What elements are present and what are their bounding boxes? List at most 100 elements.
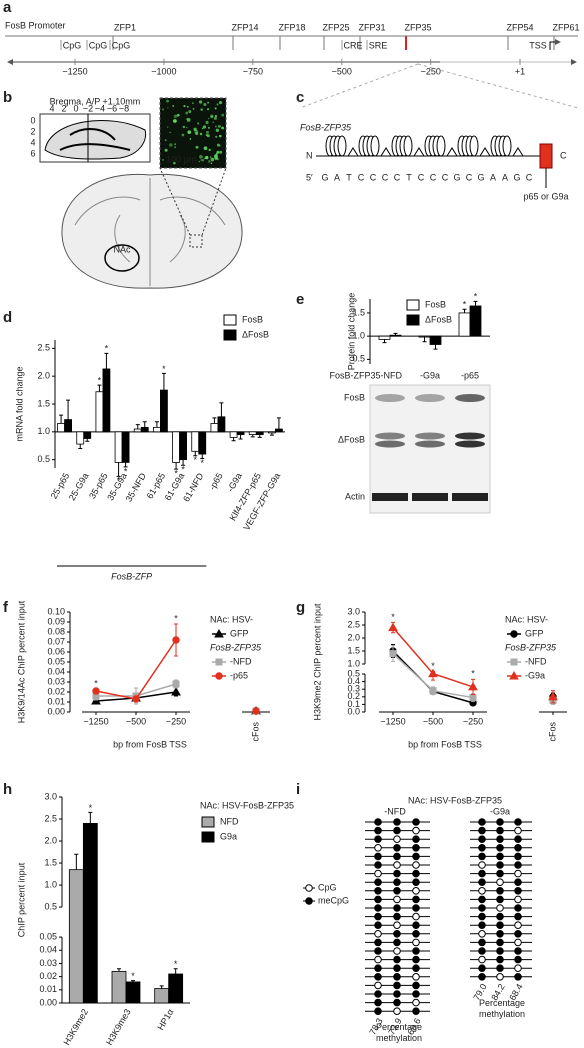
- cpg-site: [374, 981, 382, 990]
- cpg-site: [496, 904, 504, 912]
- cpg-site: [393, 895, 401, 904]
- cpg-site: [374, 895, 382, 904]
- cell: [210, 162, 213, 165]
- significance-marker: *: [94, 678, 98, 688]
- error-bar: [117, 968, 121, 972]
- ml-tick: 4: [49, 103, 54, 113]
- significance-marker: *: [474, 292, 478, 302]
- data-point: [172, 680, 180, 688]
- coronal-detail: [74, 178, 226, 286]
- y-tick-label: 0.5: [37, 454, 50, 464]
- cell: [169, 143, 173, 147]
- cpg-site: [478, 887, 486, 895]
- error-bar: [59, 414, 64, 424]
- y-tick-label: 0.0: [347, 706, 360, 716]
- significance-marker: *: [431, 661, 435, 671]
- legend-swatch: [406, 314, 420, 326]
- y-axis-label: ChIP percent input: [16, 862, 26, 937]
- cell: [162, 158, 164, 161]
- cpg-site: [514, 887, 522, 895]
- cpg-site: [412, 955, 420, 964]
- cell: [203, 146, 207, 150]
- promoter-element: CpG: [112, 40, 131, 50]
- bar: [418, 335, 431, 338]
- significance-marker: *: [463, 300, 467, 310]
- bar: [153, 426, 161, 433]
- significance-marker: *: [89, 803, 93, 813]
- data-point: [171, 686, 181, 696]
- cell: [205, 130, 209, 134]
- base: C: [466, 172, 473, 182]
- band: [455, 432, 485, 440]
- x-tick-label: −250: [463, 716, 483, 726]
- band: [455, 394, 485, 402]
- cpg-site: [496, 861, 504, 869]
- error-bar: [159, 985, 164, 989]
- cpg-site: [478, 852, 486, 861]
- cpg-site: [514, 964, 522, 973]
- error-bar: [154, 421, 159, 428]
- y-tick-label: 0.04: [39, 945, 57, 955]
- cell: [214, 107, 217, 110]
- legend-label: ΔFosB: [425, 314, 452, 324]
- cell: [173, 119, 177, 123]
- band: [415, 432, 445, 440]
- error-bar: [433, 344, 438, 350]
- data-point: [469, 694, 477, 702]
- zoom-line: [299, 63, 579, 109]
- y-tick-label: 0.05: [47, 656, 65, 666]
- x-tick-label: H3K9me2: [61, 1007, 90, 1047]
- error-bar: [173, 968, 178, 974]
- error-bar: [276, 417, 281, 430]
- cpg-site: [412, 904, 420, 912]
- n-terminus: N: [306, 150, 313, 160]
- y-axis-label: H3K9me2 ChIP percent input: [312, 603, 322, 720]
- x-tick-label: FosB-ZFP35-NFD: [329, 370, 402, 380]
- cell: [172, 161, 176, 165]
- cpg-site: [393, 998, 401, 1007]
- helix-turn: [337, 135, 347, 157]
- beta-hairpin: [446, 147, 458, 157]
- y-tick-label: 0.1: [347, 699, 360, 709]
- y-tick-label: 0.07: [47, 636, 65, 646]
- cell: [172, 105, 175, 107]
- cell: [203, 157, 206, 160]
- promoter-element: CpG: [63, 40, 82, 50]
- cell: [186, 126, 188, 129]
- cell: [182, 125, 186, 129]
- band: [375, 394, 405, 402]
- cell: [181, 133, 185, 137]
- ml-tick: −2: [83, 103, 93, 113]
- cpg-site: [393, 981, 401, 990]
- cpg-site: [412, 990, 420, 998]
- ml-tick: 0: [73, 103, 78, 113]
- zfp-site: ZFP61: [552, 22, 579, 32]
- cpg-site: [514, 835, 522, 844]
- scale-tick-label: −1250: [62, 66, 87, 76]
- cpg-site: [393, 955, 401, 964]
- cell: [214, 114, 218, 118]
- y-tick-label: 1.0: [352, 331, 365, 341]
- band-label: FosB: [344, 392, 365, 402]
- cpg-site: [412, 912, 420, 921]
- base: G: [513, 172, 520, 182]
- y-tick-label: 0.08: [47, 626, 65, 636]
- cell: [219, 150, 223, 154]
- bar: [125, 981, 141, 1004]
- cell: [208, 118, 210, 120]
- promoter-title: FosB Promoter: [5, 20, 66, 30]
- beta-hairpin: [512, 147, 524, 157]
- cell: [202, 125, 207, 129]
- cpg-site: [374, 930, 382, 938]
- cell: [209, 114, 214, 119]
- cpg-site: [478, 904, 486, 912]
- cell: [215, 128, 220, 133]
- cpg-site: [393, 852, 401, 861]
- beta-hairpin: [413, 147, 425, 157]
- cpg-site: [393, 826, 401, 835]
- y-tick-label: 0.01: [47, 696, 65, 706]
- cpg-site: [496, 955, 504, 964]
- cpg-site: [374, 904, 382, 912]
- base: C: [430, 172, 437, 182]
- cell: [187, 130, 192, 135]
